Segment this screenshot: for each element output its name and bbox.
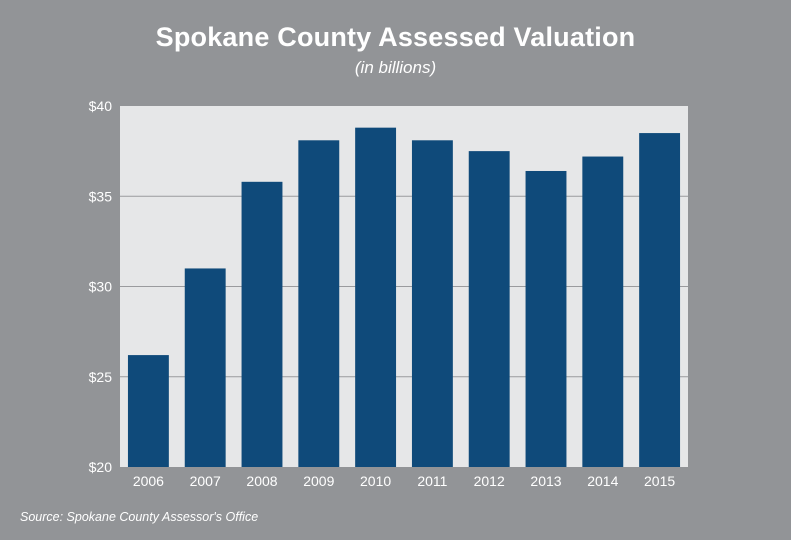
x-tick-label: 2012 [474,473,505,489]
y-tick-label: $20 [89,459,113,475]
y-tick-label: $40 [89,98,113,114]
bar-2013 [525,170,567,468]
bar-2011 [411,140,453,468]
source-note: Source: Spokane County Assessor's Office [20,510,259,524]
bar-2015 [639,133,681,467]
x-axis-ticks: 2006 2007 2008 2009 2010 2011 2012 2013 2014 2015 [133,473,676,489]
y-axis-ticks: $20 $25 $30 $35 $40 [89,98,113,475]
x-tick-label: 2008 [246,473,277,489]
y-tick-label: $35 [89,188,113,204]
bar-2009 [298,140,340,468]
bar-2007 [184,268,226,467]
chart-subtitle: (in billions) [354,58,437,77]
x-tick-label: 2007 [190,473,221,489]
x-tick-label: 2013 [530,473,561,489]
x-tick-label: 2010 [360,473,391,489]
x-tick-label: 2014 [587,473,618,489]
x-tick-label: 2011 [417,473,447,489]
bar-2006 [127,355,169,467]
x-tick-label: 2009 [303,473,334,489]
y-tick-label: $25 [89,369,113,385]
bar-2008 [241,181,283,467]
x-tick-label: 2015 [644,473,675,489]
chart-title: Spokane County Assessed Valuation [155,22,636,52]
bar-2010 [355,127,397,467]
y-tick-label: $30 [89,279,113,295]
x-tick-label: 2006 [133,473,164,489]
bar-2014 [582,156,624,468]
bar-2012 [468,151,510,467]
bars [127,127,681,468]
